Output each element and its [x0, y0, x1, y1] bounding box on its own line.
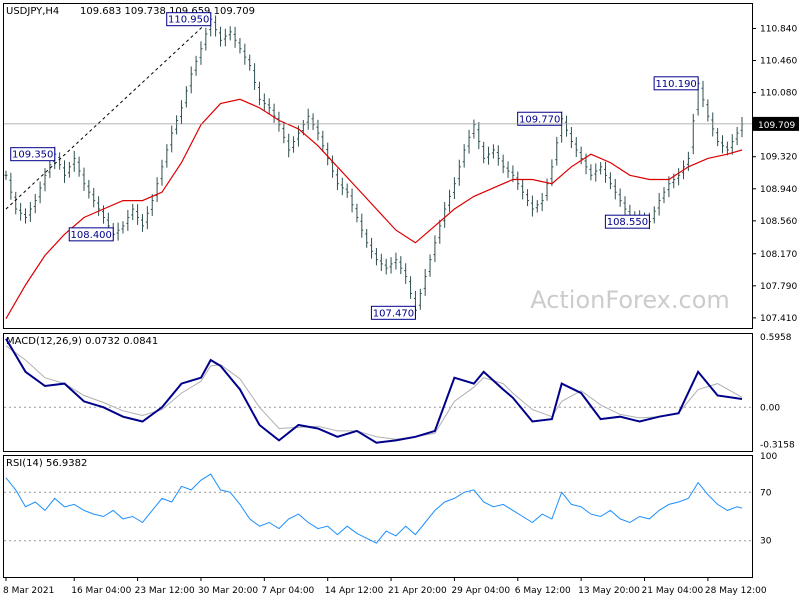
last-price-marker: 109.709	[4, 116, 799, 131]
trend-line	[5, 18, 212, 210]
time-tick-label: 23 Mar 12:00	[135, 586, 195, 596]
price-label-box	[68, 227, 114, 242]
price-tick-label: 108.940	[760, 185, 797, 195]
rsi-tick-label: 100	[760, 452, 777, 462]
price-tick-label: 108.170	[760, 250, 797, 260]
sma-line	[5, 98, 743, 320]
macd-title: MACD(12,26,9) 0.0732 0.0841	[6, 336, 158, 347]
macd-panel: MACD(12,26,9) 0.0732 0.0841 0.5958 0.00 -0…	[3, 333, 795, 452]
price-label-box	[10, 147, 56, 162]
price-tick-label: 109.320	[760, 153, 797, 163]
macd-panel-frame	[3, 333, 753, 452]
instrument-label: USDJPY,H4	[6, 6, 59, 17]
price-label-box	[370, 305, 416, 320]
price-axis: 110.840110.460110.080109.700109.320108.9…	[752, 24, 797, 324]
price-label: 107.470	[373, 308, 414, 319]
time-tick-label: 21 May 04:00	[642, 586, 704, 596]
watermark: ActionForex.com	[530, 286, 730, 314]
rsi-panel-frame	[3, 455, 753, 578]
price-label: 110.190	[655, 79, 696, 90]
price-tick-label: 107.790	[760, 282, 797, 292]
time-tick-label: 30 Mar 20:00	[198, 586, 258, 596]
macd-axis: 0.5958 0.00 -0.3158	[4, 333, 795, 451]
price-tick-label: 110.080	[760, 89, 797, 99]
time-tick-label: 13 May 20:00	[578, 586, 640, 596]
last-price-label: 109.709	[758, 121, 795, 131]
time-tick-label: 14 Apr 12:00	[325, 586, 384, 596]
time-tick-label: 8 Mar 2021	[3, 586, 54, 596]
price-label-box	[166, 12, 212, 27]
macd-signal-line	[5, 345, 743, 440]
time-tick-label: 29 Apr 04:00	[451, 586, 510, 596]
time-tick-label: 6 May 12:00	[515, 586, 571, 596]
price-label-box	[653, 76, 699, 91]
macd-line	[5, 338, 743, 444]
macd-tick-label: 0.5958	[760, 333, 792, 343]
price-label: 109.770	[519, 114, 560, 125]
price-tick-label: 107.410	[760, 314, 797, 324]
price-labels: 110.950 109.350 108.400 107.470 109.770 110.1…	[10, 12, 699, 320]
price-bars	[4, 12, 744, 318]
macd-tick-label: -0.3158	[760, 441, 795, 451]
rsi-title: RSI(14) 56.9382	[6, 458, 87, 469]
price-tick-label: 110.460	[760, 57, 797, 67]
price-tick-label: 110.840	[760, 24, 797, 34]
rsi-tick-label: 30	[760, 537, 772, 547]
macd-tick-label: 0.00	[760, 403, 780, 413]
price-label-box	[604, 214, 650, 229]
price-label: 108.550	[607, 217, 648, 228]
price-label: 108.400	[71, 230, 112, 241]
time-tick-label: 16 Mar 04:00	[71, 586, 131, 596]
price-tick-label: 108.560	[760, 217, 797, 227]
time-axis: 8 Mar 2021 16 Mar 04:00 23 Mar 12:00 30 Mar…	[3, 577, 767, 596]
time-tick-label: 28 May 12:00	[705, 586, 767, 596]
rsi-panel: RSI(14) 56.9382 100 70 30	[3, 452, 777, 578]
price-panel: USDJPY,H4 109.683 109.738 109.659 109.70…	[3, 3, 799, 329]
price-panel-frame	[3, 3, 753, 329]
time-tick-label: 7 Apr 04:00	[261, 586, 314, 596]
price-label-box	[517, 111, 563, 126]
rsi-line	[5, 473, 743, 544]
time-tick-label: 21 Apr 20:00	[388, 586, 447, 596]
rsi-tick-label: 70	[760, 488, 772, 498]
price-label: 110.950	[168, 15, 209, 26]
price-label: 109.350	[12, 150, 53, 161]
last-price-box	[753, 116, 799, 131]
rsi-axis: 100 70 30	[4, 452, 777, 547]
ohlc-values: 109.683 109.738 109.659 109.709	[80, 6, 255, 17]
